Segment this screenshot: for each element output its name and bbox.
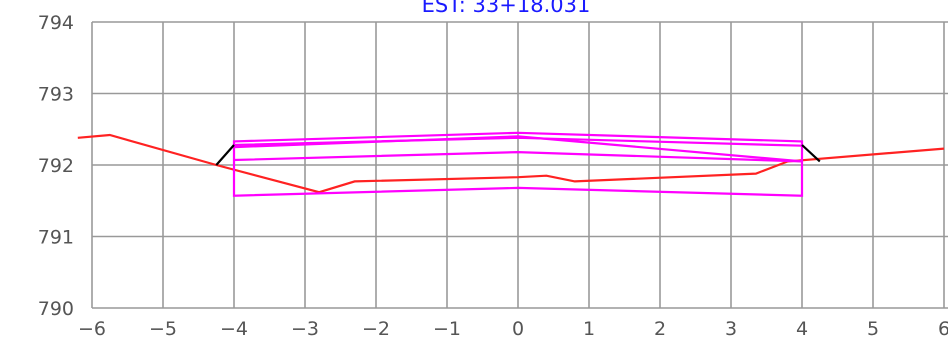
- x-tick-label: 1: [583, 318, 595, 340]
- x-tick-label: −5: [149, 318, 177, 340]
- y-tick-label: 793: [38, 84, 74, 106]
- x-tick-label: 2: [654, 318, 666, 340]
- series-ground: [77, 133, 945, 194]
- grid: [91, 21, 948, 309]
- x-tick-label: 5: [867, 318, 879, 340]
- x-tick-label: −3: [291, 318, 319, 340]
- x-tick-label: −4: [220, 318, 248, 340]
- x-tick-label: −2: [362, 318, 390, 340]
- x-tick-label: −6: [78, 318, 106, 340]
- y-tick-label: 792: [38, 155, 74, 177]
- series-side-slope-left: [215, 144, 235, 166]
- tick-labels: −6 −5 −4 −3 −2 −1 0 1 2 3 4 5 6 790 791 792 793 794: [38, 12, 948, 340]
- x-tick-label: 6: [938, 318, 948, 340]
- series-layer: [77, 131, 945, 197]
- x-tick-label: −1: [433, 318, 461, 340]
- x-tick-label: 0: [512, 318, 524, 340]
- x-tick-label: 3: [725, 318, 737, 340]
- x-tick-label: 4: [796, 318, 808, 340]
- y-tick-label: 790: [38, 298, 74, 320]
- series-template-diagonal: [233, 135, 803, 163]
- chart-title: EST: 33+18.031: [422, 0, 591, 17]
- y-tick-label: 794: [38, 12, 74, 34]
- y-tick-label: 791: [38, 227, 74, 249]
- series-template-layer-2: [233, 150, 803, 163]
- series-template-outline: [232, 131, 804, 197]
- series-side-slope-right: [801, 144, 821, 163]
